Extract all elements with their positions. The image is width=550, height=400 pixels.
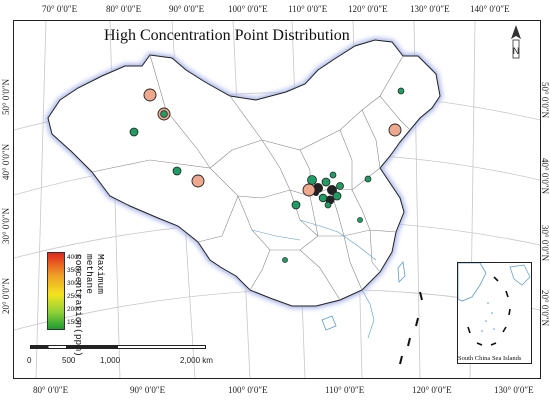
north-arrow-icon: N bbox=[511, 25, 521, 59]
methane-point bbox=[282, 257, 288, 263]
scale-bar bbox=[30, 345, 206, 349]
methane-point bbox=[191, 174, 205, 188]
methane-point bbox=[318, 193, 328, 203]
methane-point bbox=[336, 182, 344, 190]
dash-line bbox=[399, 291, 423, 365]
north-label: N bbox=[513, 46, 520, 56]
methane-point bbox=[321, 177, 331, 187]
top-lon-label: 70° 0′0″E bbox=[42, 4, 78, 14]
methane-point bbox=[357, 217, 363, 223]
bottom-lon-label: 120° 0′0″E bbox=[412, 385, 452, 395]
methane-point bbox=[329, 171, 337, 179]
top-lon-label: 140° 0′0″E bbox=[470, 4, 510, 14]
bottom-lon-label: 80° 0′0″E bbox=[33, 385, 69, 395]
map-frame bbox=[13, 20, 541, 379]
legend-tick: 4000 bbox=[67, 254, 82, 261]
bottom-lon-label: 130° 0′0″E bbox=[494, 385, 534, 395]
bottom-lon-label: 90° 0′0″E bbox=[130, 385, 166, 395]
methane-point bbox=[364, 175, 372, 183]
bottom-lon-label: 110° 0′0″E bbox=[325, 385, 365, 395]
top-lon-label: 90° 0′0″E bbox=[169, 4, 205, 14]
methane-points bbox=[129, 87, 405, 263]
methane-point bbox=[291, 200, 301, 210]
inset-map bbox=[457, 262, 532, 364]
top-lon-label: 80° 0′0″E bbox=[106, 4, 142, 14]
top-lon-label: 100° 0′0″E bbox=[228, 4, 268, 14]
rivers bbox=[251, 219, 377, 339]
bottom-lon-label: 100° 0′0″E bbox=[228, 385, 268, 395]
legend-tick: 2500 bbox=[67, 293, 82, 300]
methane-point bbox=[172, 166, 182, 176]
taiwan bbox=[397, 261, 406, 283]
legend-tick: 2000 bbox=[67, 306, 82, 313]
legend-tick: 3500 bbox=[67, 267, 82, 274]
scale-label: 2,000 km bbox=[180, 356, 213, 365]
province-boundaries bbox=[91, 54, 411, 301]
legend-title: Maximum methane concentration(ppm) bbox=[73, 254, 106, 357]
map-title: High Concentration Point Distribution bbox=[104, 27, 350, 44]
inset-drawing bbox=[457, 262, 531, 346]
scale-label: 500 bbox=[62, 356, 76, 365]
top-lon-label: 120° 0′0″E bbox=[348, 4, 388, 14]
scale-label: 0 bbox=[27, 356, 32, 365]
methane-point bbox=[388, 123, 402, 137]
methane-point bbox=[160, 110, 168, 118]
top-lon-label: 110° 0′0″E bbox=[288, 4, 328, 14]
methane-point bbox=[397, 87, 405, 95]
top-lon-label: 130° 0′0″E bbox=[410, 4, 450, 14]
methane-point bbox=[324, 201, 332, 209]
legend-color-bar bbox=[47, 252, 65, 330]
hainan bbox=[321, 315, 337, 331]
scale-label: 1,000 bbox=[100, 356, 121, 365]
methane-point bbox=[143, 88, 157, 102]
legend-tick: 1500 bbox=[67, 319, 82, 326]
methane-point bbox=[129, 127, 139, 137]
methane-point bbox=[307, 175, 317, 185]
methane-point bbox=[332, 191, 342, 201]
methane-point bbox=[302, 183, 316, 197]
inset-label: South China Sea Islands bbox=[458, 355, 522, 362]
legend-tick: 3000 bbox=[67, 280, 82, 287]
country-land bbox=[47, 39, 441, 307]
